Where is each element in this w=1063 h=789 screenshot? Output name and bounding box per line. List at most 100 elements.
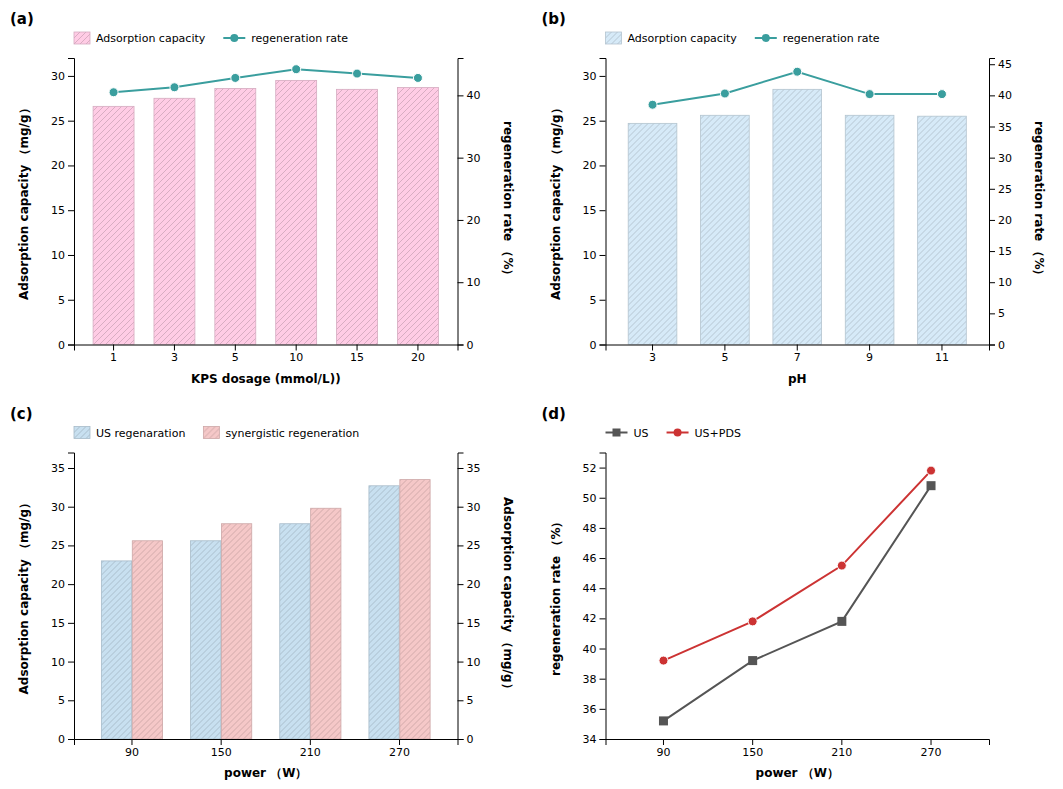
tick-label: 15: [583, 204, 597, 217]
tick: 15: [350, 345, 364, 365]
tick: 10: [51, 249, 74, 262]
tick: 46: [583, 552, 606, 565]
marker: [748, 617, 757, 626]
legend: US regenaration synergistic regeneration: [74, 427, 359, 440]
legend-label: regeneration rate: [783, 32, 880, 45]
tick-label: 20: [411, 351, 425, 364]
tick: 10: [583, 249, 606, 262]
line-series: [659, 466, 936, 665]
axis-line: [606, 345, 990, 351]
tick: 42: [583, 612, 606, 625]
tick: 270: [389, 739, 410, 759]
tick: 10: [458, 656, 481, 669]
tick-label: 25: [467, 539, 481, 552]
bar: [101, 561, 131, 739]
bar: [628, 123, 677, 344]
legend: Adsorption capacityregeneration rate: [74, 32, 348, 45]
tick-label: 270: [389, 746, 410, 759]
legend-swatch: [74, 427, 90, 439]
marker: [353, 69, 362, 78]
y-axis-title: Adsorption capacity （mg/g）: [17, 497, 31, 695]
bar: [280, 524, 310, 739]
x-axis-title: power （W）: [224, 766, 307, 780]
tick-mark: [652, 345, 653, 351]
legend-swatch: [74, 32, 90, 44]
tick: 35: [989, 121, 1012, 134]
tick-label: 40: [998, 89, 1012, 102]
tick-label: 15: [51, 204, 65, 217]
tick: 11: [935, 345, 949, 365]
tick: 45: [989, 58, 1012, 71]
tick-label: 1: [110, 351, 117, 364]
tick: 5: [458, 694, 474, 707]
marker: [413, 73, 422, 82]
tick-label: 10: [467, 656, 481, 669]
panel-label: (b): [542, 10, 566, 28]
legend-item: Adsorption capacity: [606, 32, 738, 45]
axis: 051015202530: [583, 59, 607, 352]
tick-mark: [989, 127, 995, 128]
axis: 135101520: [75, 345, 459, 365]
tick: 150: [211, 739, 232, 759]
bar: [191, 541, 221, 739]
tick-mark: [68, 255, 74, 256]
tick-label: 150: [211, 746, 232, 759]
tick: 5: [232, 345, 239, 365]
tick-mark: [68, 507, 74, 508]
tick: 0: [458, 339, 474, 352]
tick-mark: [458, 220, 464, 221]
tick: 210: [831, 739, 852, 759]
tick-label: 20: [583, 159, 597, 172]
tick: 30: [51, 70, 74, 83]
tick-mark: [310, 739, 311, 745]
tick-mark: [600, 679, 606, 680]
tick: 48: [583, 522, 606, 535]
y2-axis-title: Adsorption capacity （mg/g）: [501, 497, 515, 695]
tick-label: 20: [51, 578, 65, 591]
tick-label: 36: [583, 703, 597, 716]
bar-series: [101, 486, 399, 739]
bar: [845, 115, 894, 344]
tick-mark: [68, 210, 74, 211]
panel: 9015021027034363840424446485052power （W）…: [542, 405, 990, 781]
tick-mark: [68, 468, 74, 469]
tick: 15: [583, 204, 606, 217]
tick: 0: [58, 339, 74, 352]
tick-mark: [989, 189, 995, 190]
legend-marker: [674, 429, 682, 437]
tick-label: 15: [467, 617, 481, 630]
bar: [154, 98, 195, 344]
tick-label: 10: [467, 276, 481, 289]
tick: 40: [583, 643, 606, 656]
tick-label: 5: [590, 294, 597, 307]
legend-item: Adsorption capacity: [74, 32, 206, 45]
bar: [221, 524, 251, 739]
axis-line: [990, 59, 996, 346]
tick: 20: [411, 345, 425, 365]
tick-label: 10: [998, 276, 1012, 289]
line-series: [109, 65, 422, 97]
tick-mark: [931, 739, 932, 745]
tick-mark: [458, 545, 464, 546]
axis-line: [600, 59, 607, 346]
axis-line: [75, 740, 459, 746]
tick-mark: [941, 345, 942, 351]
tick-label: 25: [51, 115, 65, 128]
panel-label: (a): [10, 10, 34, 28]
line-series: [648, 67, 946, 109]
tick-label: 52: [583, 462, 597, 475]
axis: 05101520253035: [51, 453, 75, 746]
marker: [109, 88, 118, 97]
marker: [231, 73, 240, 82]
tick-mark: [600, 558, 606, 559]
tick-mark: [600, 255, 606, 256]
tick-label: 35: [467, 462, 481, 475]
legend-item: synergistic regeneration: [203, 427, 359, 440]
y2-axis-title: regeneration rate （%）: [501, 121, 515, 281]
legend-label: US regenaration: [96, 427, 185, 440]
tick: 25: [989, 183, 1012, 196]
panel: 357911051015202530051015202530354045pHAd…: [542, 10, 1047, 386]
legend-marker: [230, 34, 238, 42]
tick-mark: [869, 345, 870, 351]
x-axis-title: pH: [788, 372, 807, 386]
